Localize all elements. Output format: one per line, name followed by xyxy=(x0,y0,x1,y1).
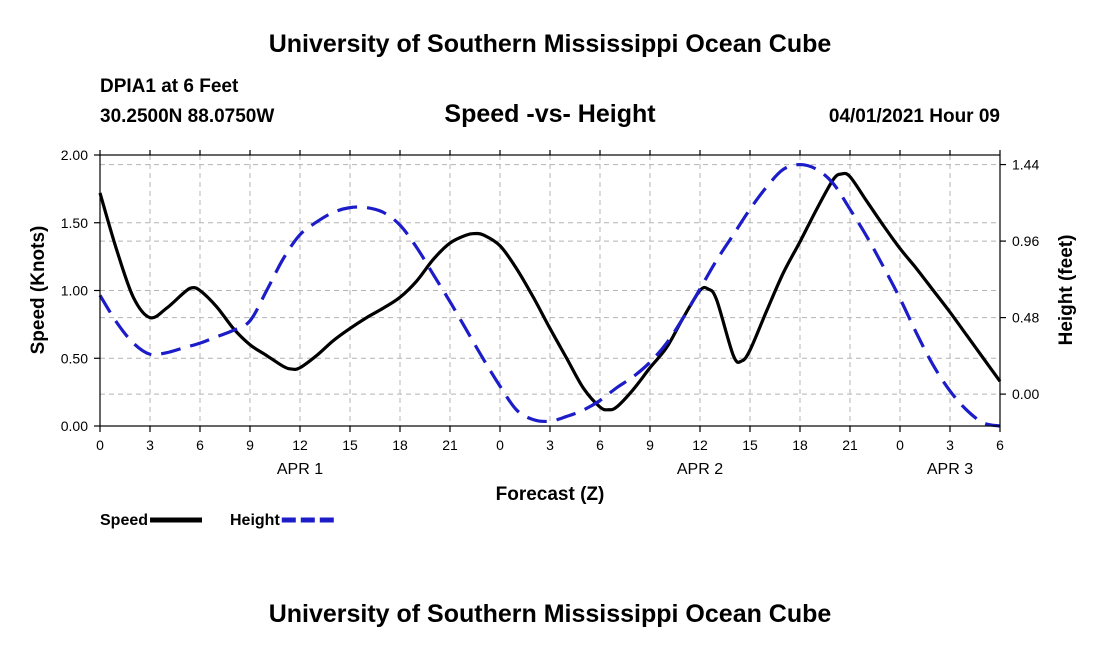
x-tick-label: 3 xyxy=(546,437,554,453)
y2-tick-label: 0.48 xyxy=(1012,310,1039,326)
page-title: University of Southern Mississippi Ocean… xyxy=(268,30,832,58)
date-label: APR 2 xyxy=(677,461,723,478)
x-tick-label: 0 xyxy=(96,437,104,453)
date-label: APR 3 xyxy=(927,461,973,478)
x-tick-label: 15 xyxy=(742,437,758,453)
y-tick-label: 0.00 xyxy=(61,418,88,434)
chart-series xyxy=(98,162,1002,428)
legend-label-height: Height xyxy=(230,512,280,529)
x-tick-label: 12 xyxy=(692,437,708,453)
x-tick-label: 9 xyxy=(246,437,254,453)
y-tick-label: 1.50 xyxy=(61,215,88,231)
x-tick-label: 6 xyxy=(996,437,1004,453)
x-tick-label: 6 xyxy=(596,437,604,453)
x-tick-label: 0 xyxy=(496,437,504,453)
y2-tick-label: 0.96 xyxy=(1012,233,1039,249)
chart-title: Speed -vs- Height xyxy=(444,100,656,128)
x-tick-label: 21 xyxy=(842,437,858,453)
y2-tick-label: 0.00 xyxy=(1012,386,1039,402)
x-tick-label: 18 xyxy=(792,437,808,453)
x-tick-label: 0 xyxy=(896,437,904,453)
x-tick-label: 18 xyxy=(392,437,408,453)
footer-title: University of Southern Mississippi Ocean… xyxy=(268,600,832,628)
x-axis-label: Forecast (Z) xyxy=(496,484,605,505)
legend-label-speed: Speed xyxy=(100,512,148,529)
y-axis-label: Speed (Knots) xyxy=(28,226,49,355)
x-tick-label: 9 xyxy=(646,437,654,453)
x-tick-label: 3 xyxy=(146,437,154,453)
y-tick-label: 0.50 xyxy=(61,350,88,366)
coordinates-label: 30.2500N 88.0750W xyxy=(100,106,275,127)
x-tick-label: 15 xyxy=(342,437,358,453)
x-tick-label: 21 xyxy=(442,437,458,453)
chart-axes: 0 3 6 9 12 15 18 21 0 3 6 9 12 15 18 21 0 3 6 0.00 0.50 1.00 1… xyxy=(61,147,1040,478)
y-tick-label: 1.00 xyxy=(61,283,88,299)
station-label: DPIA1 at 6 Feet xyxy=(100,76,239,97)
date-label: APR 1 xyxy=(277,461,323,478)
x-tick-label: 3 xyxy=(946,437,954,453)
chart-legend: Speed Height xyxy=(100,512,334,529)
y-tick-label: 2.00 xyxy=(61,147,88,163)
x-tick-label: 12 xyxy=(292,437,308,453)
y2-axis-label: Height (feet) xyxy=(1056,235,1077,346)
chart-grid xyxy=(100,155,1000,426)
x-tick-label: 6 xyxy=(196,437,204,453)
datetime-label: 04/01/2021 Hour 09 xyxy=(828,106,1000,127)
series-line-speed xyxy=(98,171,1002,412)
y2-tick-label: 1.44 xyxy=(1012,157,1039,173)
series-line-height xyxy=(98,162,1001,428)
